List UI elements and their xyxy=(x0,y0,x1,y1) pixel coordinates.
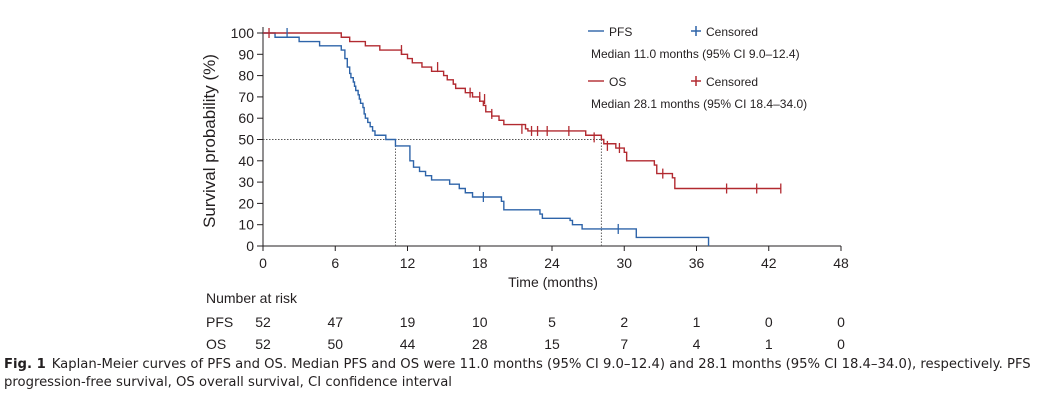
risk-value: 7 xyxy=(620,336,628,352)
pfs-median-text: Median 11.0 months (95% CI 9.0–12.4) xyxy=(591,47,800,61)
risk-value: 52 xyxy=(255,336,271,352)
figure-label: Fig. 1 xyxy=(4,357,46,372)
figure-caption: Fig. 1 Kaplan-Meier curves of PFS and OS.… xyxy=(4,356,1044,392)
risk-value: 28 xyxy=(472,336,488,352)
y-axis-label: Survival probability (%) xyxy=(200,54,219,228)
median-reference-lines xyxy=(263,139,602,246)
chart-legend: PFS Censored Median 11.0 months (95% CI 9.… xyxy=(588,25,807,111)
x-tick-label: 24 xyxy=(544,255,560,271)
os-legend-label: OS xyxy=(609,75,626,89)
x-tick-label: 18 xyxy=(472,255,488,271)
pfs-legend-label: PFS xyxy=(609,25,632,39)
y-tick-label: 40 xyxy=(238,153,254,169)
risk-value: 1 xyxy=(765,336,773,352)
risk-value: 2 xyxy=(620,314,628,330)
risk-value: 4 xyxy=(693,336,701,352)
os-curve xyxy=(263,32,781,190)
x-tick-label: 42 xyxy=(761,255,777,271)
pfs-censor-legend-icon xyxy=(691,26,701,36)
risk-value: 0 xyxy=(837,314,845,330)
y-tick-label: 0 xyxy=(246,238,254,254)
y-tick-label: 30 xyxy=(238,174,254,190)
y-tick-label: 10 xyxy=(238,217,254,233)
risk-value: 15 xyxy=(544,336,560,352)
chart-axes: 0 10 20 30 40 50 60 70 80 90 100 0 6 12 18 24 30 36 42 48 xyxy=(231,25,849,271)
risk-value: 0 xyxy=(765,314,773,330)
y-tick-label: 50 xyxy=(238,132,254,148)
y-tick-label: 90 xyxy=(238,46,254,62)
risk-value: 5 xyxy=(548,314,556,330)
risk-value: 1 xyxy=(693,314,701,330)
x-tick-label: 6 xyxy=(331,255,339,271)
y-tick-label: 100 xyxy=(231,25,255,41)
survival-curves xyxy=(263,32,781,246)
risk-value: 44 xyxy=(400,336,416,352)
y-tick-label: 20 xyxy=(238,195,254,211)
y-tick-label: 80 xyxy=(238,68,254,84)
x-tick-label: 36 xyxy=(689,255,705,271)
risk-value: 19 xyxy=(400,314,416,330)
caption-text: Kaplan-Meier curves of PFS and OS. Media… xyxy=(4,357,1031,390)
os-censor-legend-icon xyxy=(691,76,701,86)
risk-table-title: Number at risk xyxy=(206,290,298,306)
risk-value: 47 xyxy=(327,314,343,330)
risk-table: PFS 52 47 19 10 5 2 1 0 0OS 52 50 44 28 15 7 4 1 0 xyxy=(206,314,845,352)
risk-value: 52 xyxy=(255,314,271,330)
os-censored-legend-label: Censored xyxy=(706,75,758,89)
x-tick-label: 48 xyxy=(833,255,849,271)
risk-row-label: PFS xyxy=(206,314,233,330)
x-axis-label: Time (months) xyxy=(508,274,598,290)
x-tick-label: 30 xyxy=(616,255,632,271)
os-median-text: Median 28.1 months (95% CI 18.4–34.0) xyxy=(591,97,807,111)
pfs-curve xyxy=(263,32,710,246)
x-tick-label: 12 xyxy=(400,255,416,271)
risk-value: 50 xyxy=(327,336,343,352)
y-tick-label: 70 xyxy=(238,89,254,105)
x-tick-label: 0 xyxy=(259,255,267,271)
y-tick-label: 60 xyxy=(238,110,254,126)
risk-value: 10 xyxy=(472,314,488,330)
pfs-censored-legend-label: Censored xyxy=(706,25,758,39)
censor-marks xyxy=(268,28,782,234)
risk-value: 0 xyxy=(837,336,845,352)
risk-row-label: OS xyxy=(206,336,226,352)
